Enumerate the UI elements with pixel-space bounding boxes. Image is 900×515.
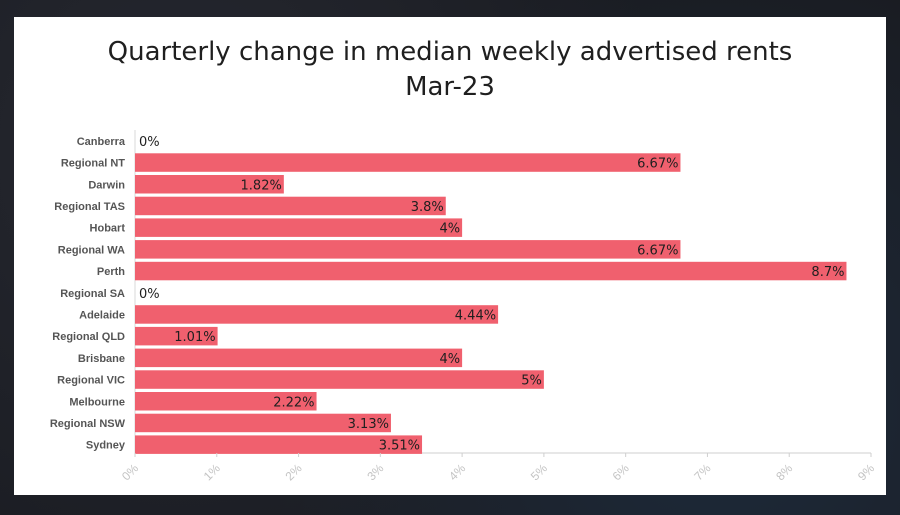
category-label-regional-qld: Regional QLD [52, 331, 125, 343]
data-label-regional-sa: 0% [139, 287, 160, 302]
bar-regional-vic [135, 370, 544, 389]
x-tick-label: 3% [364, 461, 386, 483]
x-tick-label: 2% [283, 461, 305, 483]
bar-brisbane [135, 348, 463, 368]
bar-regional-qld [135, 326, 218, 346]
x-tick-label: 4% [446, 461, 468, 483]
bar-regional-nt [135, 153, 681, 172]
data-label-regional-vic: 5% [521, 374, 542, 389]
category-label-canberra: Canberra [77, 136, 126, 148]
category-label-hobart: Hobart [90, 223, 126, 235]
data-label-regional-nt: 6.67% [637, 157, 678, 172]
category-label-perth: Perth [97, 266, 125, 278]
category-label-adelaide: Adelaide [79, 309, 125, 321]
category-label-regional-wa: Regional WA [58, 244, 125, 256]
data-label-regional-qld: 1.01% [174, 330, 215, 345]
category-label-regional-vic: Regional VIC [57, 375, 125, 387]
bar-darwin [135, 175, 284, 194]
data-label-regional-nsw: 3.13% [348, 417, 389, 432]
chart-subtitle: Mar-23 [405, 72, 495, 102]
chart-title-block: Quarterly change in median weekly advert… [14, 35, 886, 105]
chart-card: Quarterly change in median weekly advert… [14, 17, 886, 495]
x-tick-label: 5% [528, 461, 550, 483]
x-tick-label: 9% [855, 461, 877, 483]
category-label-brisbane: Brisbane [78, 353, 125, 365]
bar-adelaide [135, 305, 499, 324]
category-label-regional-nt: Regional NT [61, 158, 125, 170]
data-label-regional-wa: 6.67% [637, 243, 678, 258]
x-tick-label: 1% [201, 461, 223, 483]
data-label-hobart: 4% [439, 222, 460, 237]
data-label-darwin: 1.82% [241, 178, 282, 193]
category-label-sydney: Sydney [86, 440, 126, 452]
bar-perth [135, 261, 847, 281]
bar-regional-wa [135, 240, 681, 259]
data-label-regional-tas: 3.8% [411, 200, 444, 215]
category-label-regional-tas: Regional TAS [54, 201, 125, 213]
bar-sydney [135, 435, 423, 454]
category-label-regional-sa: Regional SA [60, 288, 125, 300]
data-label-perth: 8.7% [811, 265, 844, 280]
data-label-canberra: 0% [139, 135, 160, 150]
x-tick-label: 8% [773, 461, 795, 483]
data-label-adelaide: 4.44% [455, 308, 496, 323]
bar-hobart [135, 218, 463, 237]
x-tick-label: 6% [610, 461, 632, 483]
data-label-melbourne: 2.22% [273, 395, 314, 410]
bar-chart: Canberra 0% Regional NT 6.67% Darwin 1.82% Reg… [50, 130, 877, 483]
data-label-sydney: 3.51% [379, 439, 420, 454]
x-tick-label: 0% [119, 461, 141, 483]
category-label-melbourne: Melbourne [69, 396, 125, 408]
chart-title: Quarterly change in median weekly advert… [107, 37, 793, 67]
category-label-darwin: Darwin [88, 179, 125, 191]
bar-melbourne [135, 392, 317, 411]
bar-regional-nsw [135, 413, 391, 433]
data-label-brisbane: 4% [439, 352, 460, 367]
x-tick-label: 7% [691, 461, 713, 483]
category-label-regional-nsw: Regional NSW [50, 418, 126, 430]
bar-regional-tas [135, 196, 446, 216]
